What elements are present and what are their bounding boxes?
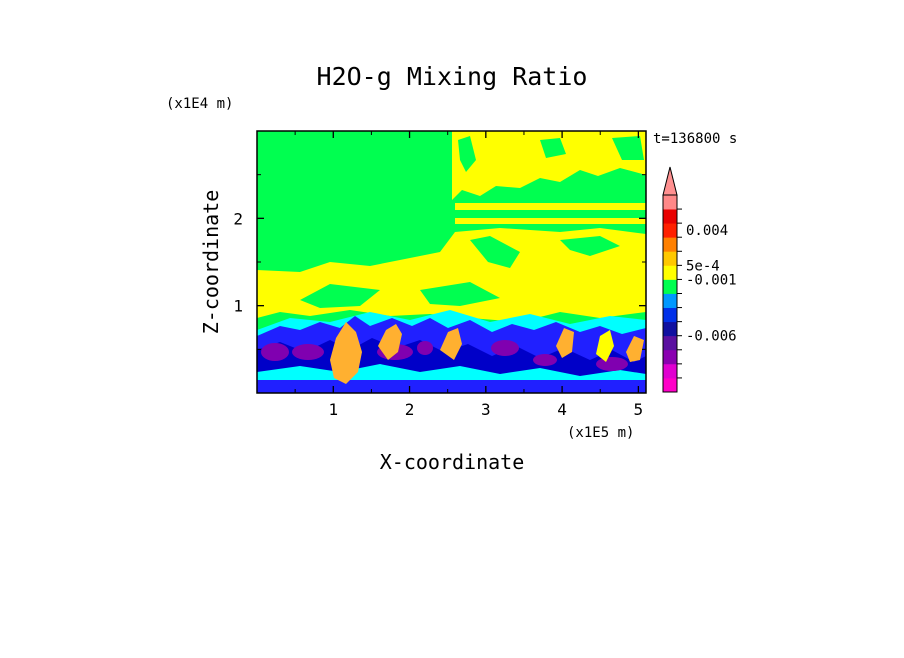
orange-plume (626, 336, 644, 362)
green-intrusion-g (420, 282, 500, 306)
colorbar-segment (663, 209, 677, 224)
colorbar-segment (663, 307, 677, 323)
colorbar-segment (663, 293, 677, 308)
contour-field (257, 131, 646, 393)
time-label: t=136800 s (653, 131, 737, 147)
colorbar-segment (663, 265, 677, 280)
orange-plume (330, 322, 362, 384)
green-intrusion-f (300, 284, 380, 308)
y-axis-label: Z-coordinate (199, 190, 223, 335)
orange-plume (378, 324, 402, 360)
colorbar-segment (663, 377, 677, 393)
colorbar: 0.004 5e-4-0.001 -0.006 (662, 166, 737, 393)
colorbar-overflow-triangle (662, 166, 678, 196)
colorbar-segment (663, 279, 677, 294)
blue-base (257, 380, 646, 393)
purple-eddy (533, 354, 557, 366)
y-tick-label: 2 (233, 209, 243, 228)
moist-band-b (455, 218, 646, 224)
moist-region-upper (452, 131, 646, 200)
y-tick-label: 1 (233, 297, 243, 316)
colorbar-segment (663, 335, 677, 351)
purple-eddy (491, 340, 519, 356)
colorbar-label: 0.004 (686, 223, 728, 239)
x-tick-label: 2 (405, 400, 415, 419)
x-scale-label: (x1E5 m) (567, 425, 634, 441)
colorbar-label: -0.001 (686, 272, 737, 288)
purple-eddy (417, 341, 433, 355)
x-tick-label: 5 (634, 400, 644, 419)
x-tick-label: 4 (557, 400, 567, 419)
green-intrusion-e (612, 136, 644, 160)
x-tick-label: 3 (481, 400, 491, 419)
y-scale-label: (x1E4 m) (166, 96, 233, 112)
colorbar-segment (663, 195, 677, 210)
colorbar-label: 5e-4 (686, 258, 720, 274)
x-axis-label: X-coordinate (380, 450, 525, 474)
green-intrusion-a (470, 236, 520, 268)
purple-eddy (261, 343, 289, 361)
orange-plume (556, 328, 574, 358)
x-axis: 1 2 3 4 5 (294, 131, 644, 419)
yellow-plume (596, 330, 614, 362)
colorbar-segment (663, 223, 677, 238)
y-axis: 12 (233, 174, 646, 350)
x-tick-label: 1 (328, 400, 338, 419)
colorbar-segment (663, 363, 677, 379)
chart-title: H2O-g Mixing Ratio (317, 62, 588, 91)
green-intrusion-c (458, 136, 476, 172)
moist-band-a (455, 203, 646, 210)
colorbar-label: -0.006 (686, 329, 737, 345)
green-intrusion-b (560, 236, 620, 256)
colorbar-segment (663, 237, 677, 252)
purple-eddy (596, 357, 628, 371)
purple-eddy (292, 344, 324, 360)
green-intrusion-d (540, 138, 566, 158)
colorbar-segment (663, 251, 677, 266)
orange-plume (440, 328, 462, 360)
colorbar-segment (663, 321, 677, 337)
colorbar-segment (663, 349, 677, 365)
